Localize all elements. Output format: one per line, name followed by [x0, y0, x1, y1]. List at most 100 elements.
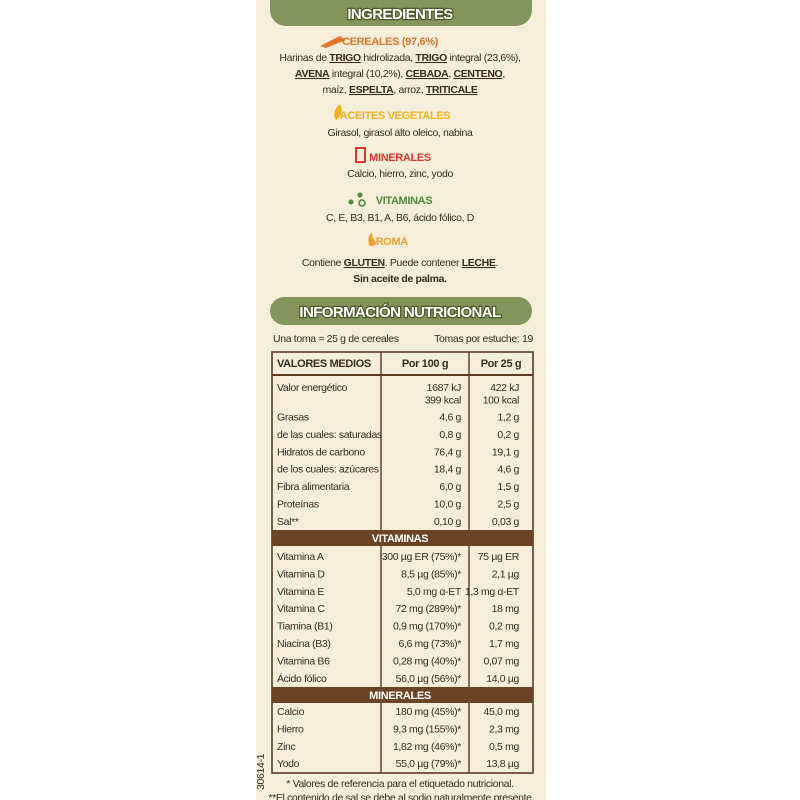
table-border — [271, 351, 534, 774]
text-part: integral (10,2%), — [329, 68, 405, 80]
text-part: , — [448, 68, 453, 80]
text-part: Calcio, hierro, zinc, yodo — [347, 168, 453, 180]
row-label: Hidratos de carbono — [277, 446, 365, 458]
value-cell: 4,6 g — [439, 412, 461, 424]
vitamin-icon — [348, 192, 366, 207]
mineral-icon — [355, 147, 366, 163]
text-line: Calcio, hierro, zinc, yodo — [347, 168, 453, 180]
text-part: integral (23,6%), — [447, 52, 521, 64]
row-label: Sal** — [277, 516, 299, 528]
row-label: Calcio — [277, 706, 305, 718]
value-cell: 0,5 mg — [489, 741, 520, 753]
nutrition-table: Una toma = 25 g de cereales Tomas por est… — [268, 333, 533, 800]
value-cell: 2,1 µg — [492, 568, 520, 580]
text-part: Contiene — [302, 257, 344, 269]
value-cell: 45,0 mg — [484, 706, 520, 718]
text-part: maíz, — [322, 84, 349, 96]
text-part: ESPELTA — [349, 84, 394, 96]
servings-per-pack: Tomas por estuche: 19 — [434, 333, 533, 345]
row-label: Ácido fólico — [277, 672, 327, 685]
value-cell: 76,4 g — [434, 446, 462, 458]
value-cell: 1687 kJ — [427, 382, 461, 394]
value-cell: 13,8 µg — [486, 758, 519, 770]
text-part: . Puede contener — [385, 257, 462, 269]
value-cell: 422 kJ — [490, 382, 519, 394]
value-cell: 399 kcal — [425, 395, 461, 407]
text-line: Sin aceite de palma. — [353, 273, 447, 285]
value-cell: 6,0 g — [439, 481, 461, 493]
row-label: Hierro — [277, 723, 304, 735]
value-cell: 0,9 mg (170%)* — [393, 621, 461, 633]
value-cell: 8,5 µg (85%)* — [401, 568, 461, 580]
row-label: Vitamina E — [277, 586, 324, 598]
value-cell: 56,0 µg (56%)* — [396, 673, 462, 685]
text-part: C, E, B3, B1, A, B6, ácido fólico, D — [326, 212, 475, 224]
section-title: INGREDIENTES — [347, 6, 453, 23]
text-part: hidrolizada, — [361, 52, 416, 64]
value-cell: 0,8 g — [439, 429, 461, 441]
value-cell: 75 µg ER — [478, 551, 520, 563]
text-part: AVENA — [295, 68, 330, 80]
column-header: VALORES MEDIOS — [277, 358, 371, 370]
row-label: Yodo — [277, 758, 300, 770]
value-cell: 1,3 mg α-ET — [465, 586, 520, 598]
row-label: Niacina (B3) — [277, 638, 331, 650]
value-cell: 72 mg (289%)* — [396, 603, 462, 615]
text-part: GLUTEN — [344, 257, 385, 269]
row-label: Vitamina B6 — [277, 655, 330, 667]
row-label: Tiamina (B1) — [277, 621, 333, 633]
text-line: Harinas de TRIGO hidrolizada, TRIGO inte… — [279, 52, 520, 64]
ingredients: CEREALES (97,6%) Harinas de TRIGO hidroli… — [279, 36, 521, 285]
value-cell: 10,0 g — [434, 499, 462, 511]
value-cell: 300 µg ER (75%)* — [382, 551, 462, 563]
group-heading: ACEITES VEGETALES — [340, 110, 451, 122]
text-part: CEBADA — [406, 68, 450, 80]
section-title: MINERALES — [369, 690, 431, 702]
value-cell: 0,2 g — [497, 429, 519, 441]
text-line: Contiene GLUTEN. Puede contener LECHE. — [302, 257, 498, 269]
value-cell: 0,28 mg (40%)* — [393, 655, 461, 667]
text-part: , — [502, 68, 505, 80]
group-heading: VITAMINAS — [376, 195, 433, 207]
row-label: Vitamina D — [277, 568, 325, 580]
text-line: AVENA integral (10,2%), CEBADA, CENTENO, — [295, 68, 505, 80]
text-part: Girasol, girasol alto oleico, nabina — [328, 127, 473, 139]
value-cell: 1,2 g — [497, 412, 519, 424]
value-cell: 2,5 g — [497, 499, 519, 511]
text-part: TRIGO — [415, 52, 447, 64]
section-title: INFORMACIÓN NUTRICIONAL — [299, 303, 501, 321]
column-header: Por 100 g — [402, 358, 448, 370]
value-cell: 18,4 g — [434, 464, 462, 476]
value-cell: 18 mg — [492, 603, 520, 615]
value-cell: 9,3 mg (155%)* — [393, 723, 461, 735]
text-line: C, E, B3, B1, A, B6, ácido fólico, D — [326, 212, 475, 224]
text-line: Girasol, girasol alto oleico, nabina — [328, 127, 473, 139]
code: 30614-1 — [255, 753, 267, 790]
value-cell: 55,0 µg (79%)* — [396, 758, 462, 770]
footnote: * Valores de referencia para el etiqueta… — [286, 778, 513, 790]
row-label: de los cuales: azúcares — [277, 464, 379, 476]
row-label: Proteínas — [277, 499, 319, 511]
text-part: TRIGO — [329, 52, 361, 64]
row-label: Valor energético — [277, 382, 348, 394]
value-cell: 2,3 mg — [489, 723, 520, 735]
value-cell: 6,6 mg (73%)* — [398, 638, 461, 650]
value-cell: 4,6 g — [497, 464, 519, 476]
text-part: Sin aceite de palma. — [353, 273, 447, 285]
row-label: Fibra alimentaria — [277, 481, 350, 493]
value-cell: 1,7 mg — [489, 638, 520, 650]
text-part: CENTENO — [453, 68, 502, 80]
column-header: Por 25 g — [481, 358, 522, 370]
value-cell: 5,0 mg α-ET — [407, 586, 462, 598]
section-band — [272, 530, 533, 546]
row-label: Vitamina C — [277, 603, 325, 615]
value-cell: 0,07 mg — [484, 655, 520, 667]
value-cell: 180 mg (45%)* — [396, 706, 462, 718]
value-cell: 100 kcal — [483, 395, 519, 407]
aroma-icon — [368, 232, 376, 247]
section-band — [272, 687, 533, 703]
group-heading: AROMA — [368, 236, 408, 248]
footnote: **El contenido de sal se debe al sodio n… — [268, 792, 532, 800]
section-title: VITAMINAS — [372, 533, 429, 545]
